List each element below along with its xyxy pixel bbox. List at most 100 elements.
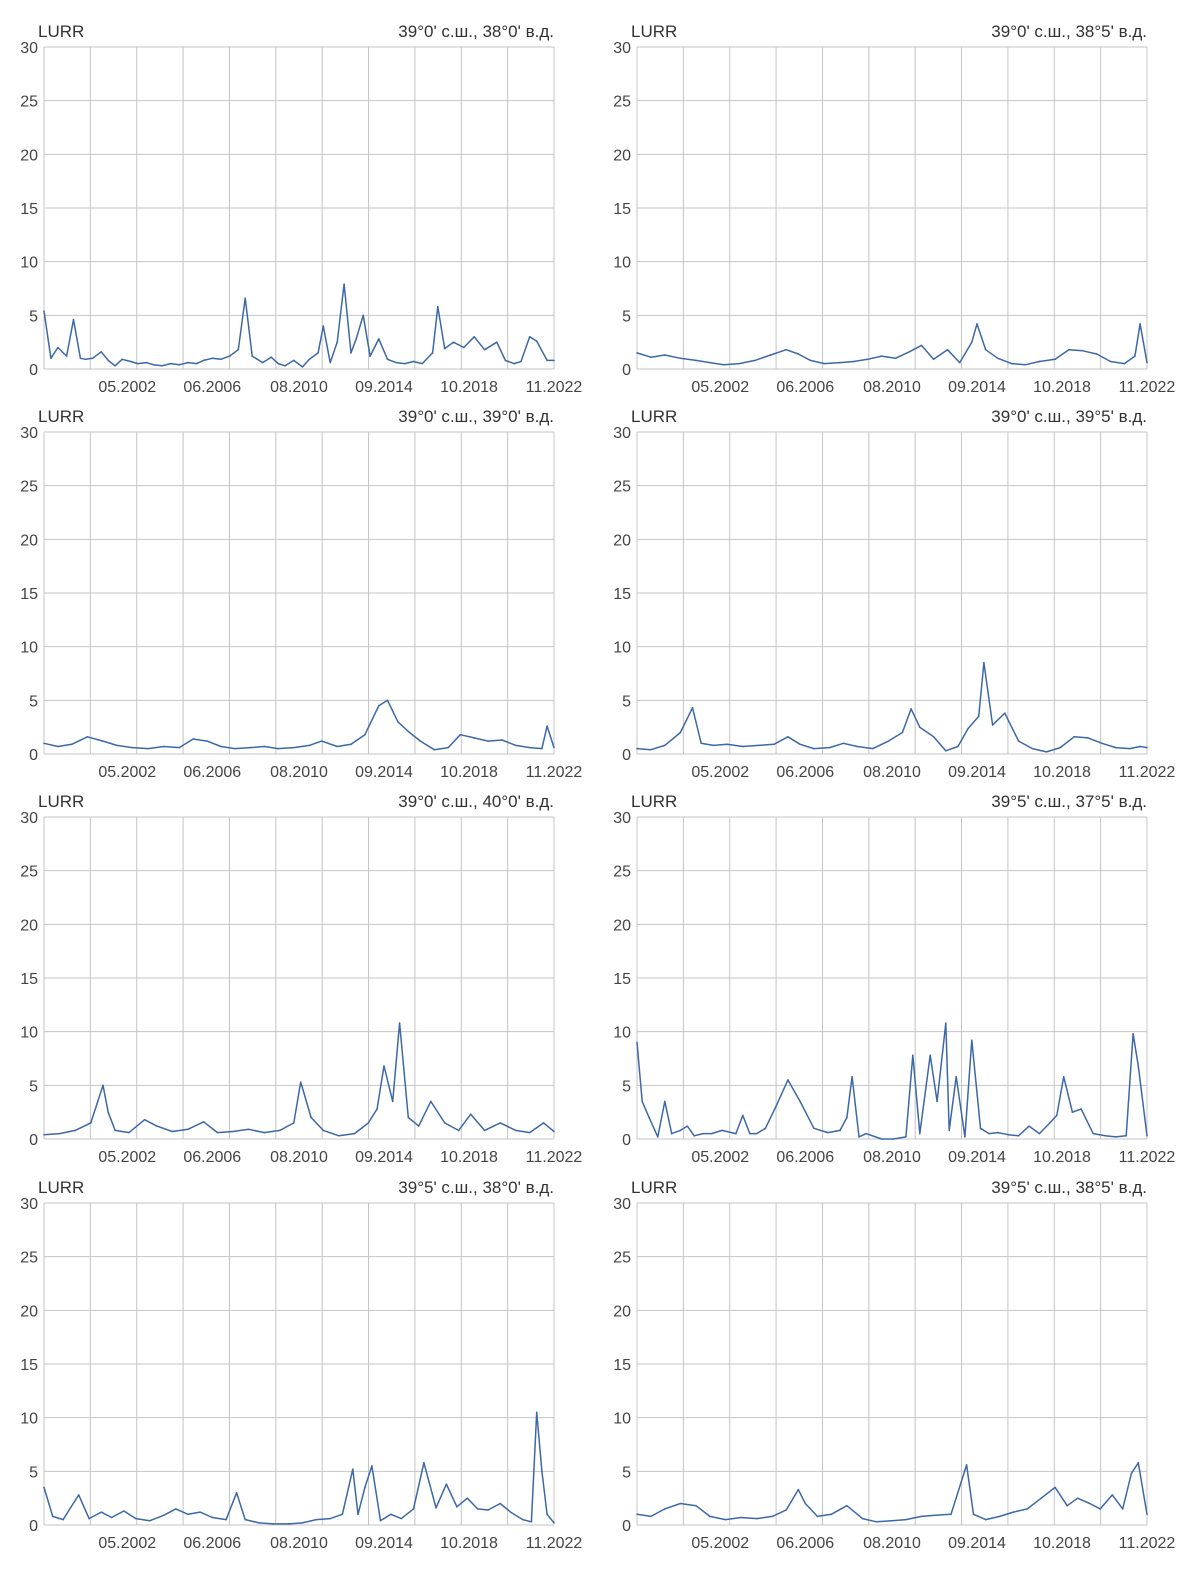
- data-point: [1007, 1133, 1010, 1136]
- y-tick-label: 25: [20, 479, 38, 496]
- data-point: [86, 736, 89, 738]
- series-line: [43, 1411, 555, 1525]
- data-point: [390, 1513, 392, 1516]
- data-point: [726, 743, 729, 746]
- x-tick-label: 11.2022: [1119, 379, 1176, 396]
- chart-title: LURR: [38, 22, 84, 41]
- x-tick-label: 10.2018: [440, 1535, 498, 1552]
- data-point: [721, 1129, 723, 1132]
- data-point: [51, 1515, 54, 1518]
- y-tick-label: 15: [613, 1357, 631, 1374]
- data-point: [404, 362, 406, 365]
- y-tick-label: 10: [20, 640, 38, 657]
- data-point: [377, 338, 380, 340]
- y-tick-label: 30: [20, 40, 38, 57]
- data-point: [131, 746, 134, 749]
- data-point: [504, 359, 507, 362]
- data-point: [944, 749, 947, 752]
- data-point: [57, 346, 59, 349]
- data-point: [284, 364, 286, 367]
- chart-location: 39°5' с.ш., 38°0' в.д.: [398, 1178, 554, 1197]
- x-tick-label: 06.2006: [776, 764, 834, 781]
- data-point: [934, 1514, 937, 1517]
- chart-svg: 0 5 10 15 20 25 30 05.2002 06.2006 08.2010 09.2014…: [613, 1178, 1176, 1552]
- data-point: [129, 360, 132, 363]
- data-point: [946, 348, 949, 351]
- y-tick-label: 20: [613, 532, 631, 549]
- data-point: [950, 1513, 952, 1516]
- x-tick-label: 10.2018: [440, 1149, 498, 1166]
- x-tick-label: 09.2014: [355, 1149, 413, 1166]
- y-tick-label: 15: [20, 586, 38, 603]
- data-point: [901, 731, 904, 734]
- data-point: [121, 358, 123, 361]
- data-point: [386, 699, 389, 702]
- y-tick-label: 10: [613, 255, 631, 272]
- data-point: [1121, 1508, 1124, 1510]
- data-point: [43, 1133, 45, 1136]
- data-point: [353, 1132, 356, 1135]
- data-point: [469, 1113, 472, 1116]
- y-tick-label: 10: [20, 255, 38, 272]
- data-point: [501, 739, 503, 741]
- data-point: [90, 1122, 92, 1124]
- data-point: [679, 1502, 682, 1505]
- data-point: [958, 361, 961, 364]
- data-point: [528, 1131, 531, 1134]
- x-tick-label: 11.2022: [1119, 1149, 1176, 1166]
- data-point: [220, 745, 222, 748]
- data-point: [244, 297, 247, 299]
- data-point: [1017, 1134, 1020, 1137]
- chart-title: LURR: [38, 407, 84, 426]
- data-point: [702, 1132, 704, 1135]
- data-point: [875, 1520, 878, 1523]
- x-tick-label: 06.2006: [183, 764, 241, 781]
- data-point: [145, 361, 148, 364]
- y-tick-label: 0: [622, 362, 631, 379]
- data-point: [663, 354, 666, 356]
- y-tick-label: 25: [613, 479, 631, 496]
- data-point: [292, 1122, 295, 1124]
- data-point: [724, 1518, 727, 1521]
- x-tick-label: 08.2010: [270, 379, 328, 396]
- x-tick-label: 06.2006: [776, 1535, 834, 1552]
- x-tick-label: 11.2022: [1119, 1535, 1176, 1552]
- data-point: [251, 355, 253, 357]
- data-point: [823, 362, 826, 365]
- data-point: [263, 745, 266, 748]
- data-point: [1038, 1132, 1041, 1135]
- y-tick-label: 10: [613, 1411, 631, 1428]
- series-line: [43, 699, 555, 751]
- data-point: [813, 1127, 815, 1130]
- y-tick-label: 30: [20, 810, 38, 827]
- data-point: [546, 725, 548, 727]
- data-point: [383, 1065, 385, 1067]
- data-point: [122, 1510, 125, 1512]
- chart-title: LURR: [631, 1178, 677, 1197]
- data-point: [261, 361, 264, 364]
- y-tick-label: 30: [20, 1196, 38, 1213]
- data-point: [970, 1039, 973, 1042]
- data-point: [553, 746, 555, 749]
- data-point: [891, 1519, 893, 1522]
- x-tick-label: 10.2018: [1033, 1535, 1091, 1552]
- data-point: [846, 1504, 848, 1507]
- y-tick-label: 20: [20, 917, 38, 934]
- data-point: [457, 1129, 460, 1132]
- data-point: [515, 744, 517, 747]
- data-point: [742, 745, 744, 748]
- series-line: [43, 1022, 555, 1137]
- data-point: [528, 746, 531, 749]
- y-tick-label: 10: [20, 1411, 38, 1428]
- x-tick-label: 10.2018: [1033, 1149, 1091, 1166]
- data-point: [1109, 360, 1112, 363]
- data-point: [650, 356, 652, 358]
- data-point: [979, 1127, 982, 1130]
- chart-panel-7: 0 5 10 15 20 25 30 05.2002 06.2006 08.2010 09.2014…: [4, 1172, 596, 1558]
- data-point: [712, 744, 715, 747]
- x-tick-label: 11.2022: [526, 1535, 583, 1552]
- data-point: [483, 1129, 486, 1132]
- series-line: [636, 1022, 1148, 1140]
- data-point: [100, 1511, 103, 1513]
- data-point: [329, 1517, 332, 1520]
